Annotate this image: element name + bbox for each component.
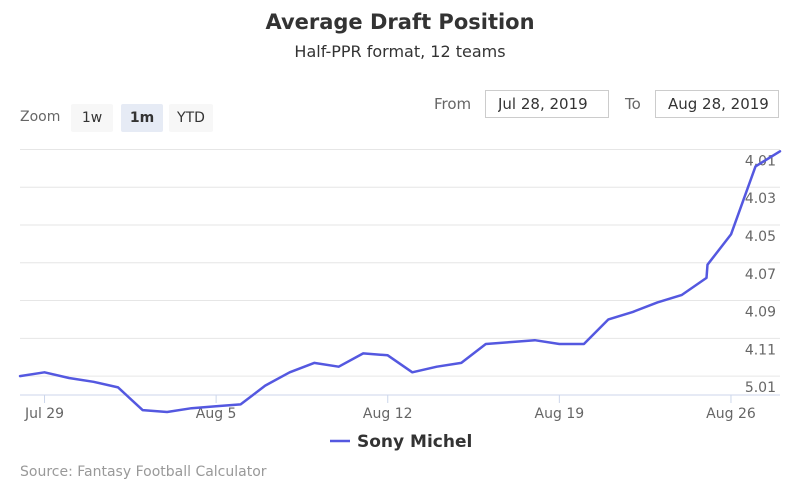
range-to-label: To [625,95,641,113]
zoom-label: Zoom [20,109,61,125]
chart-subtitle: Half-PPR format, 12 teams [294,42,506,61]
x-tick-label: Jul 29 [24,406,64,422]
y-tick-label: 4.07 [745,267,776,283]
y-tick-label: 4.03 [745,191,776,207]
series-line-sony-michel[interactable] [18,150,782,414]
zoom-1m-button[interactable]: 1m [121,104,163,132]
zoom-1w-button[interactable]: 1w [71,104,113,132]
y-tick-label: 4.11 [745,342,776,358]
y-tick-label: 4.05 [745,229,776,245]
y-tick-label: 5.01 [745,380,776,396]
range-from-input[interactable] [485,90,609,118]
x-tick-label: Aug 19 [535,406,585,422]
range-from-label: From [434,95,472,113]
x-tick-label: Aug 26 [706,406,756,422]
chart-title: Average Draft Position [265,10,535,34]
zoom-ytd-button[interactable]: YTD [169,104,213,132]
chart-credit[interactable]: Source: Fantasy Football Calculator [20,464,267,480]
y-tick-label: 4.09 [745,305,776,321]
range-to-input[interactable] [655,90,779,118]
x-tick-label: Aug 12 [363,406,413,422]
legend-item-sony-michel[interactable]: Sony Michel [357,432,472,452]
x-tick-label: Aug 5 [196,406,237,422]
